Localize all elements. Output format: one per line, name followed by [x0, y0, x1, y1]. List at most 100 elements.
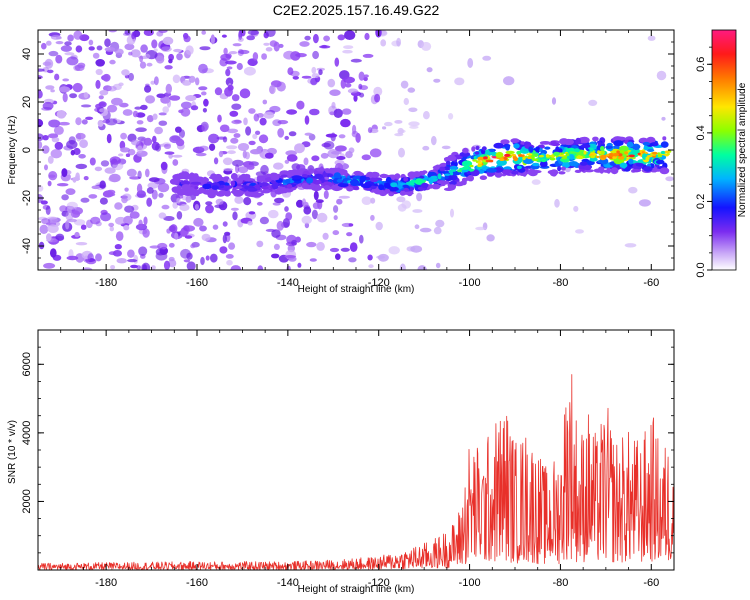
spectrogram-peak-blob [616, 150, 620, 154]
spectrogram-noise-blob [126, 168, 137, 177]
spectrogram-ridge-blob [323, 185, 331, 191]
spectrogram-ridge-blob [539, 160, 548, 168]
spectrogram-ridge-blob [449, 180, 457, 185]
spectrogram-peak-blob [577, 155, 581, 158]
spectrogram-noise-blob [166, 228, 171, 234]
spectrogram-noise-blob [435, 262, 441, 269]
spectrogram-noise-blob [54, 73, 60, 81]
spectrogram-ridge-blob [532, 162, 540, 167]
spectrogram-ridge-blob [610, 167, 619, 175]
spectrogram-noise-blob [141, 262, 151, 270]
spectrogram-peak-blob [549, 157, 556, 161]
spectrogram-noise-blob [233, 133, 241, 138]
spectrogram-noise-blob [138, 246, 148, 256]
spectrogram-noise-blob [421, 41, 432, 51]
spectrogram-noise-blob [88, 39, 94, 46]
spectrogram-noise-blob [73, 147, 81, 156]
spectrogram-ridge-blob [301, 182, 309, 189]
spectrogram-noise-blob [115, 231, 124, 242]
spectrogram-noise-blob [398, 147, 405, 158]
spectrogram-ridge-blob [384, 188, 391, 193]
spectrogram-noise-blob [225, 77, 234, 87]
spectrogram-noise-blob [120, 147, 131, 153]
spectrogram-ridge-blob [662, 136, 667, 141]
spectrogram-noise-blob [284, 135, 290, 140]
spectrogram-noise-blob [185, 95, 197, 102]
spectrogram-noise-blob [115, 48, 124, 56]
spectrogram-noise-blob [180, 101, 192, 109]
spectrogram-noise-blob [158, 212, 167, 219]
spectrogram-ridge-blob [280, 186, 287, 194]
spectrogram-noise-blob [163, 260, 171, 270]
spectrogram-noise-blob [47, 69, 54, 74]
spectrogram-noise-blob [247, 220, 253, 226]
spectrogram-noise-blob [408, 107, 418, 113]
spectrogram-ridge-blob [280, 174, 288, 178]
spectrogram-noise-blob [95, 253, 102, 262]
spectrogram-noise-blob [144, 85, 152, 93]
spectrogram-ridge-blob [383, 182, 391, 189]
spectrogram-noise-blob [176, 211, 183, 220]
spectrogram-noise-blob [178, 109, 184, 114]
spectrogram-peak-blob [664, 150, 670, 154]
spectrogram-ridge-blob [230, 173, 238, 180]
spectrogram-noise-blob [344, 30, 356, 40]
spectrogram-noise-blob [230, 265, 242, 270]
spectrogram-ridge-blob [632, 168, 641, 173]
spectrogram-noise-blob [416, 192, 423, 202]
spectrogram-ridge-blob [540, 149, 548, 155]
spectrogram-noise-blob [193, 217, 204, 227]
colorbar-tick-label: 0.6 [695, 57, 707, 72]
spectrogram-ridge-blob [177, 172, 187, 180]
snr-x-tick-label: -180 [95, 577, 117, 589]
spectrogram-noise-blob [433, 226, 442, 235]
spectrogram-peak-blob [628, 154, 635, 158]
spectrogram-noise-blob [370, 214, 375, 221]
spectrogram-ridge-blob [185, 174, 190, 180]
spectrogram-ridge-blob [219, 184, 224, 189]
spectrogram-noise-blob [243, 66, 256, 76]
spectrogram-peak-blob [545, 154, 550, 158]
spectrogram-noise-blob [175, 138, 185, 147]
spectrogram-noise-blob [475, 226, 486, 231]
spectrogram-noise-blob [329, 111, 335, 116]
spectrogram-noise-blob [219, 124, 230, 133]
spectrogram-noise-blob [163, 216, 175, 221]
snr-x-tick-label: -80 [552, 577, 568, 589]
spectrogram-noise-blob [286, 265, 291, 270]
spectrogram-noise-blob [304, 132, 313, 136]
spectrogram-ridge-blob [254, 192, 265, 196]
spectrogram-noise-blob [108, 251, 117, 256]
spectrogram-ridge-blob [619, 162, 628, 169]
spectrogram-noise-blob [236, 62, 243, 71]
spectrogram-noise-blob [98, 95, 104, 100]
spectrogram-noise-blob [223, 47, 228, 55]
spectrogram-ridge-blob [306, 177, 314, 184]
spectrogram-noise-blob [60, 45, 72, 52]
spectrogram-noise-blob [134, 106, 142, 110]
spectrogram-noise-blob [112, 250, 122, 257]
snr-panel: -180 -160 -140 -120 -100 -80 -60 200040006000 … [7, 329, 675, 595]
spectrogram-noise-blob [41, 218, 51, 225]
spectrogram-ridge-blob [194, 186, 199, 190]
spectrogram-ridge-blob [495, 151, 504, 158]
spectrogram-noise-blob [329, 89, 341, 96]
spectrogram-noise-blob [226, 259, 233, 266]
spectrogram-noise-blob [361, 154, 371, 161]
spectrogram-ridge-blob [580, 143, 591, 149]
spectrogram-noise-blob [225, 254, 234, 259]
spectrogram-noise-blob [183, 35, 191, 43]
spectrogram-noise-blob [158, 192, 164, 198]
spectrogram-ridge-blob [568, 154, 575, 160]
spectrogram-ridge-blob [523, 158, 534, 165]
spectrogram-ridge-blob [557, 166, 562, 172]
spectrogram-noise-blob [109, 59, 116, 65]
spectrogram-ridge-blob [574, 169, 582, 173]
spectrogram-noise-blob [168, 259, 177, 268]
spectrogram-y-tick-label: 40 [21, 48, 33, 60]
spectrogram-noise-blob [295, 53, 307, 58]
spectrogram-noise-blob [146, 187, 154, 194]
spectrogram-ridge-blob [628, 158, 634, 165]
spectrogram-ridge-blob [428, 177, 434, 185]
spectrogram-noise-blob [65, 211, 74, 221]
